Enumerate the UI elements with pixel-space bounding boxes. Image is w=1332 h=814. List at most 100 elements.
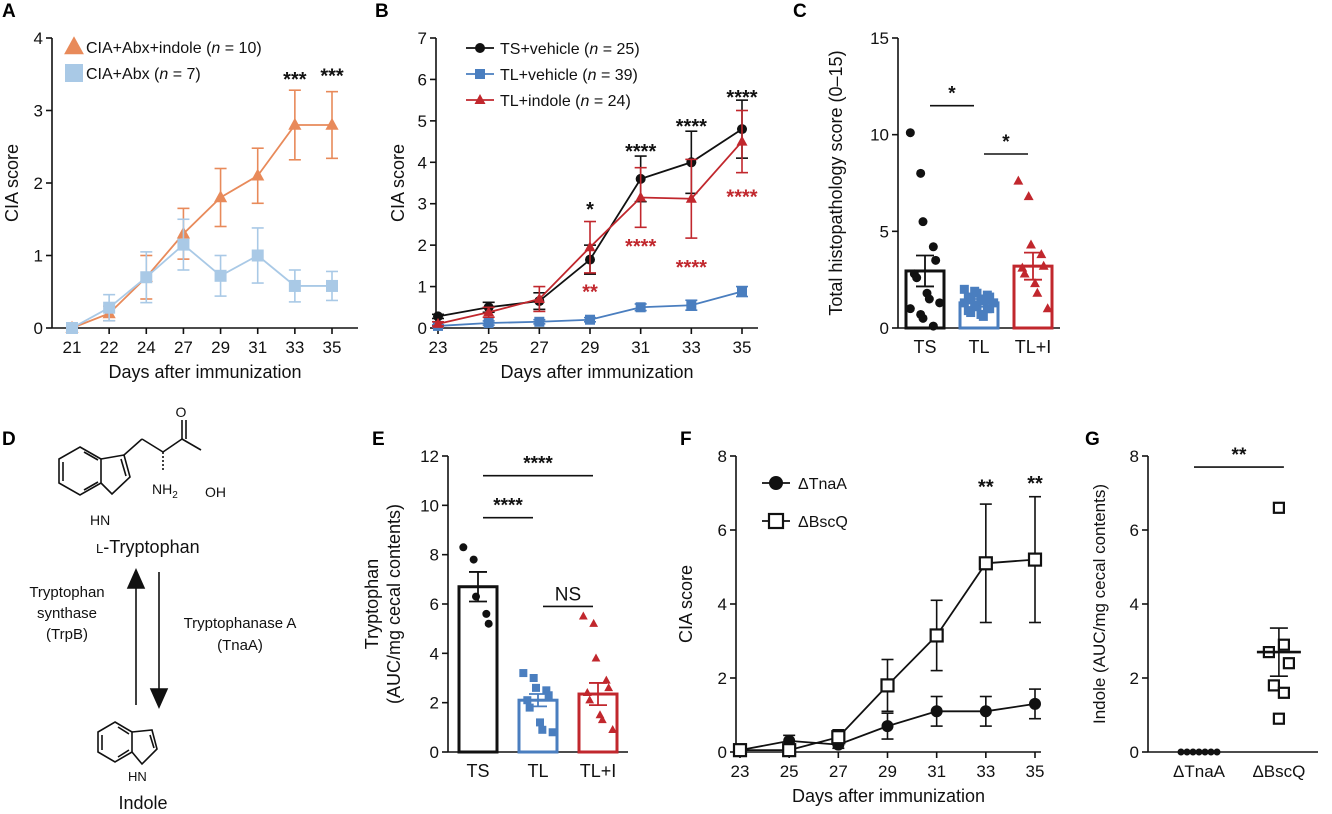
panel-label-d: D: [2, 429, 16, 450]
reverse-enzyme-line1: Tryptophan: [29, 584, 104, 601]
y-tick-label: 0: [418, 319, 427, 338]
y-tick-label: 3: [418, 195, 427, 214]
significance-label: ****: [523, 454, 553, 475]
data-point: [1207, 748, 1215, 756]
data-point: [1183, 748, 1191, 756]
chart-e: 0 2 4 6 8 10 12 TS TL TL+I ******** NS Tryptophan (AU…: [362, 447, 628, 781]
data-point: [1029, 697, 1041, 710]
data-point: [578, 611, 588, 620]
data-point: [1032, 287, 1043, 297]
y-tick-label: 4: [430, 644, 439, 663]
data-point: [483, 318, 494, 329]
y-tick-label: 2: [430, 694, 439, 713]
y-tick-label: 6: [1130, 521, 1139, 540]
legend-label: TS+vehicle (n = 25): [500, 41, 640, 58]
y-tick-label: 8: [718, 447, 727, 466]
chart-c: 0 5 10 15 TS TL TL+I * * Total histopathology sco…: [826, 29, 1060, 357]
data-point: [928, 321, 938, 331]
legend-label: ΔTnaA: [798, 476, 847, 493]
significance-label: ****: [676, 257, 707, 279]
data-point: [985, 304, 995, 314]
reverse-enzyme-line3: (TrpB): [46, 626, 88, 643]
y-tick-label: 0: [1130, 743, 1139, 762]
reverse-enzyme-line2: synthase: [37, 605, 97, 622]
y-tick-label: 4: [34, 29, 43, 48]
label-hn-indole: HN: [128, 769, 147, 784]
data-point: [582, 688, 592, 696]
data-point: [608, 725, 618, 733]
legend-label: CIA+Abx (n = 7): [86, 66, 201, 83]
data-point: [959, 284, 969, 294]
data-point: [1027, 552, 1043, 567]
forward-enzyme-line2: (TnaA): [217, 637, 263, 654]
data-point: [525, 703, 534, 712]
data-point: [782, 743, 797, 758]
data-point: [912, 273, 922, 283]
x-tick-label: TL: [968, 337, 989, 357]
data-point: [251, 249, 264, 262]
significance-label: *: [586, 199, 594, 221]
y-tick-label: 6: [718, 521, 727, 540]
data-point: [214, 269, 227, 282]
data-point: [288, 117, 302, 130]
data-point: [931, 255, 941, 265]
arrow-up-head: [126, 568, 146, 589]
data-point: [604, 683, 614, 692]
data-point: [1282, 657, 1296, 670]
data-point: [928, 242, 938, 252]
y-tick-label: 7: [418, 29, 427, 48]
data-point: [881, 720, 894, 733]
data-point: [1038, 260, 1049, 270]
y-tick-label: 1: [418, 278, 427, 297]
data-point: [1195, 748, 1203, 756]
data-point: [1042, 303, 1053, 313]
data-point: [930, 705, 943, 718]
x-axis-title: Days after immunization: [792, 786, 985, 806]
data-point: [1026, 239, 1036, 249]
panel-label-g: G: [1085, 429, 1100, 450]
significance-label: NS: [555, 584, 581, 605]
y-tick-label: 2: [34, 174, 43, 193]
data-point: [1201, 748, 1209, 756]
x-tick-label: 35: [323, 338, 342, 357]
y-axis-title: Total histopathology score (0–15): [826, 50, 846, 315]
legend-label: ΔBscQ: [798, 514, 848, 531]
x-tick-label: 31: [631, 338, 650, 357]
data-point: [978, 311, 988, 321]
data-point: [585, 314, 595, 325]
y-tick-label: 5: [880, 222, 889, 241]
legend-label: CIA+Abx+indole (n = 10): [86, 40, 262, 57]
y-tick-label: 0: [718, 743, 727, 762]
x-tick-label: 25: [479, 338, 498, 357]
x-tick-label: 33: [976, 762, 995, 781]
significance-label: ****: [625, 141, 656, 163]
data-point: [935, 298, 945, 308]
data-point: [1267, 679, 1281, 692]
significance-label: *: [948, 84, 956, 105]
data-point: [1013, 175, 1024, 185]
x-tick-label: 27: [829, 762, 848, 781]
data-point: [635, 191, 647, 202]
x-tick-label: 27: [174, 338, 193, 357]
data-point: [251, 168, 265, 181]
data-point: [469, 555, 478, 564]
y-axis-title: Tryptophan: [362, 559, 382, 649]
data-point: [532, 683, 540, 692]
y-tick-label: 3: [34, 102, 43, 121]
y-tick-label: 1: [34, 247, 43, 266]
data-point: [288, 279, 301, 292]
legend-marker: [475, 69, 485, 79]
pathway-diagram: [58, 420, 202, 766]
x-tick-label: 29: [211, 338, 230, 357]
data-point: [213, 190, 228, 203]
data-point: [1019, 268, 1030, 278]
significance-label: **: [1232, 445, 1247, 466]
x-tick-label: 33: [682, 338, 701, 357]
forward-enzyme-line1: Tryptophanase A: [184, 615, 297, 632]
y-tick-label: 15: [870, 29, 889, 48]
data-point: [519, 669, 528, 678]
y-tick-label: 10: [420, 496, 439, 515]
y-axis-title: Indole (AUC/mg cecal contents): [1090, 484, 1109, 724]
x-tick-label: 33: [285, 338, 304, 357]
